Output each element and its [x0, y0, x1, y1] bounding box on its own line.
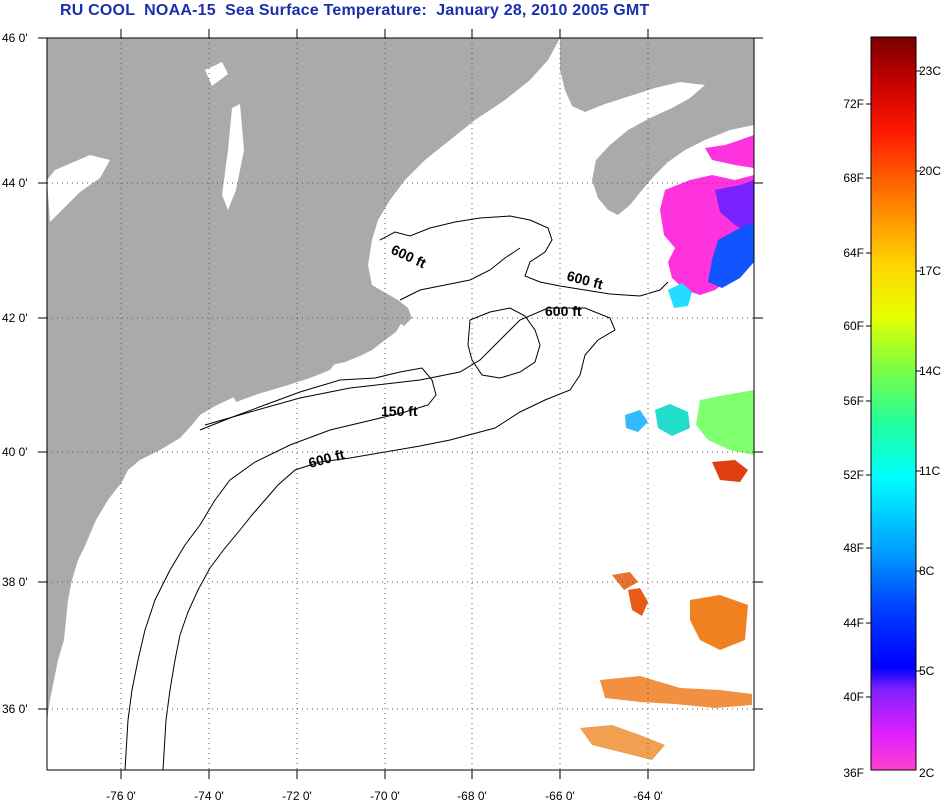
sst-patch-green: [696, 390, 754, 455]
lon-label: -70 0': [370, 789, 400, 803]
colorbar-f-label: 36F: [843, 766, 864, 780]
sst-patch-lightblue: [625, 410, 648, 432]
sst-patch-orange-e: [612, 572, 638, 590]
colorbar-c-label: 11C: [919, 464, 940, 478]
lon-label: -68 0': [457, 789, 487, 803]
lat-label: 38 0': [2, 575, 28, 589]
colorbar-f-label: 48F: [843, 541, 864, 555]
colorbar: [870, 36, 917, 771]
sst-patch-blue: [708, 222, 754, 288]
lat-label: 46 0': [2, 31, 28, 45]
sst-patch-magenta-top: [705, 135, 754, 168]
colorbar-f-label: 68F: [843, 171, 864, 185]
map-ticks: [38, 29, 763, 779]
sst-patch-orange-b: [628, 588, 648, 616]
contour-150ft: [124, 367, 437, 770]
contour-600ft-shelf: [162, 307, 616, 770]
contour-label: 600 ft: [545, 303, 582, 319]
sst-data-layer: [580, 135, 754, 760]
lake: [47, 155, 110, 222]
land-nova-scotia: [560, 38, 754, 215]
sst-patch-aqua: [655, 404, 690, 436]
lake: [205, 62, 228, 86]
sst-patch-orange-a: [690, 595, 748, 650]
colorbar-f-label: 64F: [843, 246, 864, 260]
colorbar-c-label: 5C: [919, 664, 935, 678]
colorbar-ticks: [866, 70, 921, 698]
contour-label: 150 ft: [381, 403, 418, 419]
colorbar-c-label: 23C: [919, 64, 941, 78]
colorbar-f-label: 56F: [843, 394, 864, 408]
lat-label: 42 0': [2, 311, 28, 325]
colorbar-c-label: 8C: [919, 564, 935, 578]
land-long-island: [232, 362, 336, 402]
colorbar-f-label: 60F: [843, 319, 864, 333]
colorbar-c-label: 17C: [919, 264, 941, 278]
sst-patch-orange-c: [600, 676, 752, 708]
sst-patch-orange-d: [580, 725, 665, 760]
sst-patch-cyan: [668, 283, 692, 308]
lat-label: 36 0': [2, 702, 28, 716]
map-grid: [47, 38, 754, 770]
contour-600ft-gulf: [379, 215, 669, 297]
contour-georges: [467, 307, 541, 379]
colorbar-f-label: 72F: [843, 97, 864, 111]
lon-label: -64 0': [633, 789, 663, 803]
land-cape-cod: [372, 285, 412, 326]
colorbar-f-label: 52F: [843, 468, 864, 482]
colorbar-f-label: 40F: [843, 690, 864, 704]
lon-label: -76 0': [106, 789, 136, 803]
colorbar-c-label: 14C: [919, 364, 941, 378]
land-mainland: [47, 38, 560, 720]
colorbar-c-label: 2C: [919, 766, 935, 780]
sst-patch-red: [712, 460, 748, 482]
colorbar-f-label: 44F: [843, 616, 864, 630]
lon-label: -66 0': [545, 789, 575, 803]
lon-label: -74 0': [194, 789, 224, 803]
map-title: RU COOL NOAA-15 Sea Surface Temperature:…: [60, 2, 650, 19]
lon-label: -72 0': [282, 789, 312, 803]
sst-patch-purple: [715, 180, 754, 235]
contour-gulf-inner: [399, 247, 521, 301]
lat-label: 40 0': [2, 445, 28, 459]
colorbar-c-label: 20C: [919, 164, 941, 178]
map-frame: [46, 37, 755, 771]
lat-label: 44 0': [2, 176, 28, 190]
